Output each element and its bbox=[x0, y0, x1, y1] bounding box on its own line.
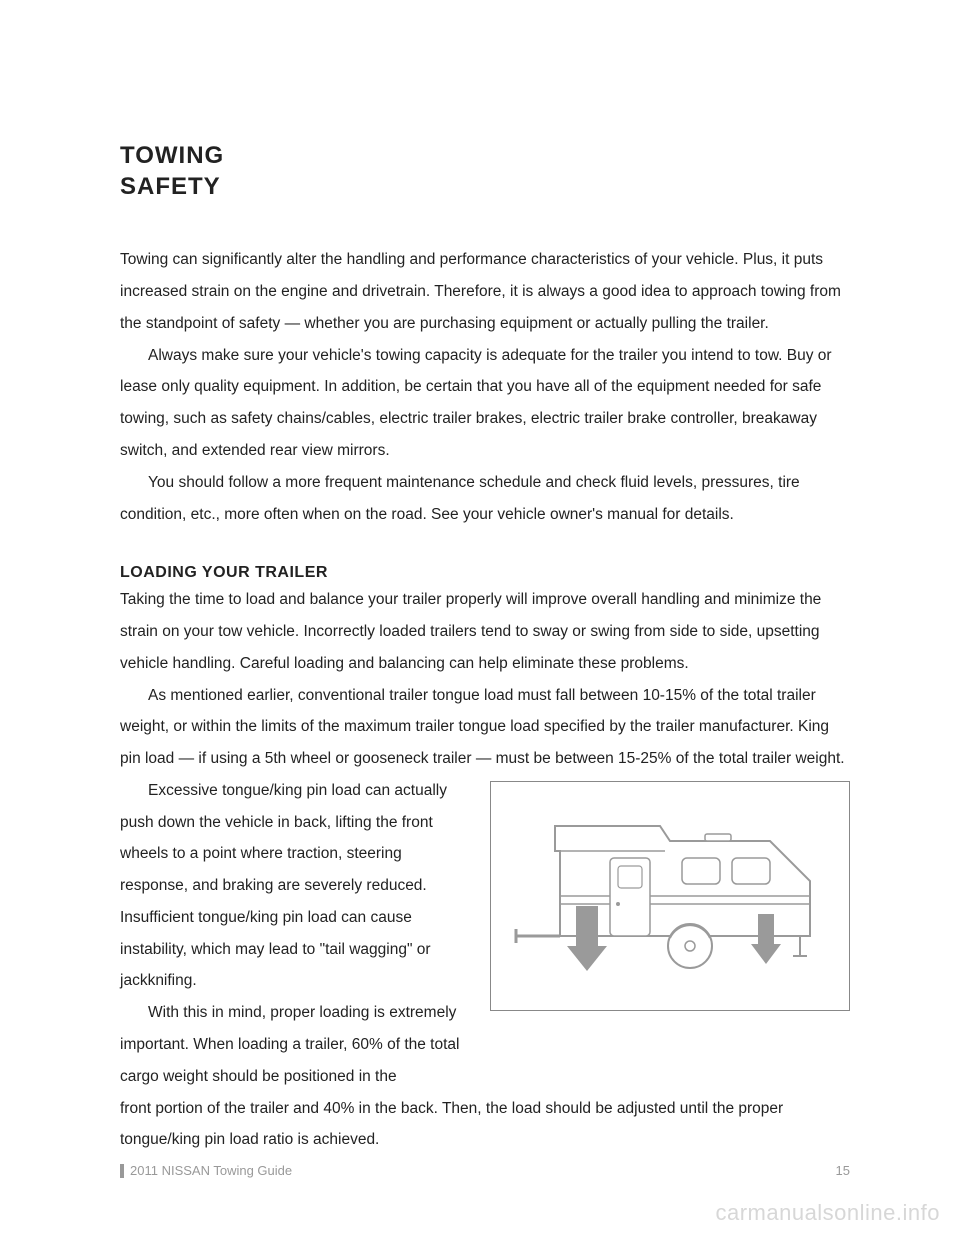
intro-paragraph-3: You should follow a more frequent mainte… bbox=[120, 467, 850, 531]
intro-paragraph-1: Towing can significantly alter the handl… bbox=[120, 244, 850, 339]
loading-paragraph-3: Excessive tongue/king pin load can actua… bbox=[120, 775, 470, 997]
footer-bar-icon bbox=[120, 1164, 124, 1178]
loading-paragraph-4b: front portion of the trailer and 40% in … bbox=[120, 1093, 850, 1157]
footer-page-number: 15 bbox=[836, 1163, 850, 1178]
subheading-loading: LOADING YOUR TRAILER bbox=[120, 564, 850, 582]
loading-paragraph-2: As mentioned earlier, conventional trail… bbox=[120, 680, 850, 775]
footer-doc-title: 2011 NISSAN Towing Guide bbox=[130, 1163, 292, 1178]
loading-paragraph-4a: With this in mind, proper loading is ext… bbox=[120, 997, 470, 1092]
title-line-2: SAFETY bbox=[120, 171, 850, 202]
title-line-1: TOWING bbox=[120, 140, 850, 171]
trailer-svg bbox=[500, 796, 840, 996]
watermark-text: carmanualsonline.info bbox=[715, 1200, 940, 1226]
page-title-block: TOWING SAFETY bbox=[120, 140, 850, 202]
trailer-diagram bbox=[490, 781, 850, 1011]
loading-paragraph-1: Taking the time to load and balance your… bbox=[120, 584, 850, 679]
intro-paragraph-2: Always make sure your vehicle's towing c… bbox=[120, 340, 850, 467]
page-footer: 2011 NISSAN Towing Guide 15 bbox=[120, 1163, 850, 1178]
